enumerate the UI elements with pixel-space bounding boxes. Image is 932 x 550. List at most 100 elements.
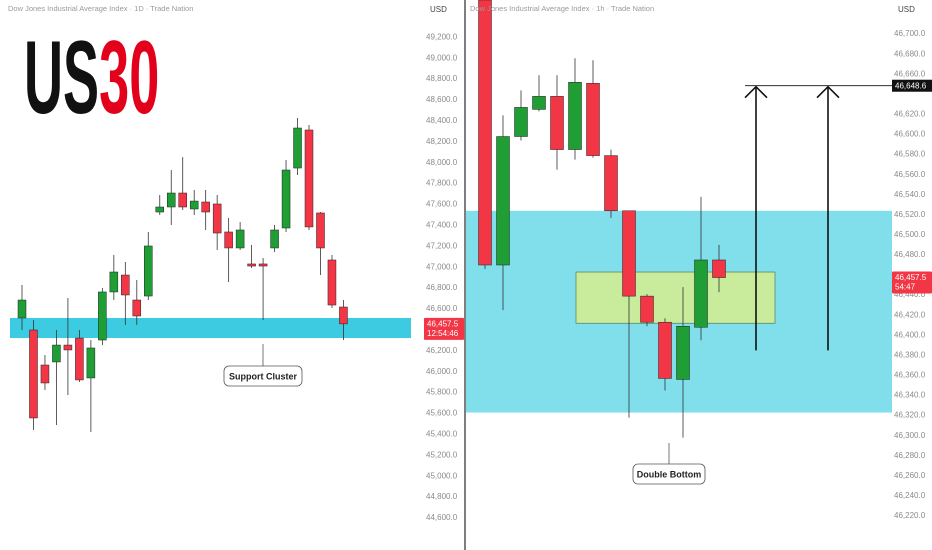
- candle-body: [694, 259, 708, 328]
- chart-title: Dow Jones Industrial Average Index · 1D …: [8, 4, 193, 13]
- annotation-box: [632, 463, 706, 485]
- y-tick-label: 46,600.0: [894, 130, 926, 139]
- candle-body: [514, 107, 528, 137]
- candle-body: [235, 229, 245, 249]
- candle-body: [40, 364, 50, 384]
- logo-part: 30: [99, 19, 159, 136]
- y-tick-label: 48,000.0: [426, 158, 458, 167]
- y-tick-label: 46,260.0: [894, 471, 926, 480]
- y-tick-label: 45,800.0: [426, 388, 458, 397]
- y-tick-label: 46,280.0: [894, 451, 926, 460]
- candle-body: [132, 299, 142, 317]
- candle-body: [532, 96, 546, 110]
- countdown-label: 12:54:46: [427, 329, 459, 338]
- candle-body: [568, 82, 582, 150]
- y-tick-label: 48,600.0: [426, 95, 458, 104]
- last-price-box: [424, 317, 464, 340]
- candle-body: [201, 201, 210, 213]
- candle-body: [478, 0, 492, 266]
- y-tick-label: 46,360.0: [894, 371, 926, 380]
- y-tick-label: 46,500.0: [894, 230, 926, 239]
- y-tick-label: 45,400.0: [426, 429, 458, 438]
- candle-body: [339, 306, 348, 325]
- candle-body: [166, 192, 176, 208]
- candle-body: [270, 229, 279, 249]
- candle-body: [144, 245, 153, 297]
- candle-body: [622, 210, 636, 297]
- zone: [575, 271, 776, 324]
- candle-body: [304, 129, 314, 228]
- y-tick-label: 46,560.0: [894, 170, 926, 179]
- y-tick-label: 47,200.0: [426, 241, 458, 250]
- y-tick-label: 44,800.0: [426, 492, 458, 501]
- candle-body: [496, 136, 510, 266]
- annotation-box: [223, 365, 303, 387]
- candle-body: [658, 321, 672, 379]
- candle-body: [17, 299, 27, 319]
- y-tick-label: 46,340.0: [894, 391, 926, 400]
- y-tick-label: 46,700.0: [894, 29, 926, 38]
- y-tick-label: 47,800.0: [426, 179, 458, 188]
- logo: US30: [24, 19, 159, 136]
- candle-body: [52, 344, 61, 363]
- annotation-text: Support Cluster: [229, 371, 297, 381]
- candle-body: [281, 169, 291, 229]
- y-tick-label: 48,400.0: [426, 116, 458, 125]
- y-tick-label: 46,660.0: [894, 69, 926, 78]
- last-price-label: 46,457.5: [427, 319, 459, 328]
- arrow-head: [744, 85, 768, 99]
- chart-title: Dow Jones Industrial Average Index · 1h …: [470, 4, 654, 13]
- y-tick-label: 46,200.0: [426, 346, 458, 355]
- candle-body: [258, 263, 268, 267]
- y-tick-label: 46,440.0: [894, 290, 926, 299]
- y-tick-label: 46,240.0: [894, 491, 926, 500]
- y-tick-label: 46,380.0: [894, 350, 926, 359]
- candle-body: [63, 344, 73, 351]
- last-price-label: 46,457.5: [895, 273, 927, 282]
- candle-body: [640, 295, 654, 323]
- y-tick-label: 46,580.0: [894, 150, 926, 159]
- candle-body: [247, 263, 256, 267]
- y-tick-label: 47,600.0: [426, 200, 458, 209]
- logo-part: US: [24, 19, 99, 136]
- y-tick-label: 45,200.0: [426, 450, 458, 459]
- candle-body: [109, 271, 119, 293]
- candle-body: [293, 127, 302, 169]
- y-tick-label: 49,200.0: [426, 32, 458, 41]
- y-tick-label: 46,800.0: [426, 283, 458, 292]
- candle-body: [212, 203, 222, 234]
- candle-body: [86, 347, 96, 379]
- candle-body: [224, 231, 233, 249]
- candle-body: [121, 274, 130, 296]
- arrow-head: [816, 85, 840, 99]
- y-tick-label: 46,680.0: [894, 49, 926, 58]
- candle-body: [178, 192, 187, 208]
- candle-body: [29, 329, 38, 419]
- y-tick-label: 46,400.0: [894, 330, 926, 339]
- y-tick-label: 47,400.0: [426, 221, 458, 230]
- candle-body: [189, 200, 199, 210]
- y-tick-label: 46,220.0: [894, 511, 926, 520]
- y-tick-label: 45,600.0: [426, 409, 458, 418]
- y-tick-label: 46,300.0: [894, 431, 926, 440]
- countdown-label: 54:47: [895, 283, 916, 292]
- y-tick-label: 46,000.0: [426, 367, 458, 376]
- candle-body: [712, 259, 726, 278]
- y-tick-label: 46,420.0: [894, 310, 926, 319]
- annotation-text: Double Bottom: [637, 469, 702, 479]
- candle-body: [75, 337, 84, 381]
- candle-body: [316, 212, 325, 249]
- zone: [10, 317, 411, 339]
- y-tick-label: 46,320.0: [894, 411, 926, 420]
- last-price-box: [892, 271, 932, 294]
- candle-body: [604, 155, 618, 212]
- candle-body: [550, 96, 564, 150]
- y-tick-label: 44,600.0: [426, 513, 458, 522]
- y-tick-label: 46,620.0: [894, 110, 926, 119]
- chart-panel: [466, 0, 892, 438]
- candle-body: [98, 291, 107, 341]
- y-tick-label: 46,600.0: [426, 304, 458, 313]
- currency-label: USD: [430, 5, 447, 14]
- candle-body: [327, 259, 337, 306]
